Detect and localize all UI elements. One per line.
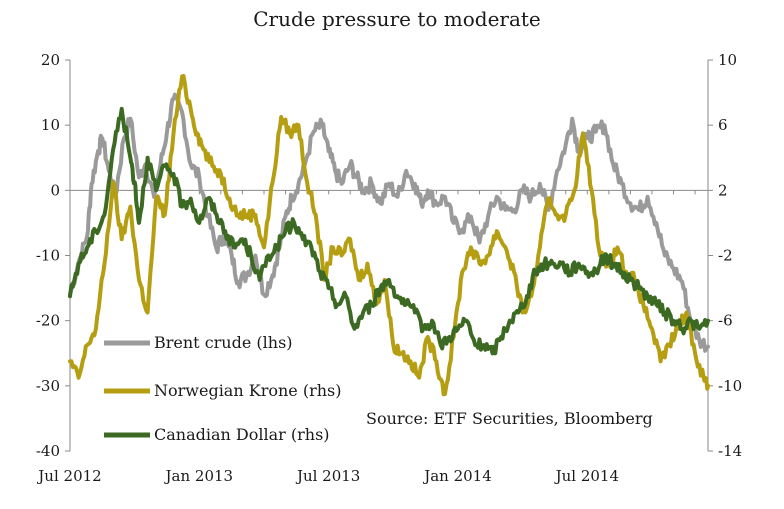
axes: 20 10 0 -10 -20 -30 -40 10 6 2 -2 -6 -10 -14 Jul 2012 J… bbox=[36, 51, 742, 485]
legend-label: Norwegian Krone (rhs) bbox=[154, 381, 341, 400]
x-tick-label: Jan 2013 bbox=[164, 467, 234, 485]
y-right-tick-label: 2 bbox=[718, 181, 728, 199]
x-tick-label: Jul 2014 bbox=[554, 467, 619, 485]
series-line-cad bbox=[68, 106, 710, 356]
chart-title: Crude pressure to moderate bbox=[253, 7, 541, 31]
y-right-tick-label: -2 bbox=[718, 247, 733, 265]
y-left-tick-label: -40 bbox=[36, 442, 60, 460]
x-tick-label: Jan 2014 bbox=[422, 467, 492, 485]
y-right-tick-label: -6 bbox=[718, 312, 733, 330]
y-left-tick-label: 10 bbox=[41, 116, 60, 134]
legend-label: Canadian Dollar (rhs) bbox=[154, 425, 330, 444]
source-note: Source: ETF Securities, Bloomberg bbox=[366, 409, 653, 428]
y-right-tick-label: 10 bbox=[718, 51, 737, 69]
y-left-tick-label: 0 bbox=[50, 181, 60, 199]
x-tick-label: Jul 2012 bbox=[36, 467, 101, 485]
y-right-tick-label: -14 bbox=[718, 442, 742, 460]
legend-label: Brent crude (lhs) bbox=[154, 333, 293, 352]
x-tick-label: Jul 2013 bbox=[295, 467, 360, 485]
y-left-tick-label: -20 bbox=[36, 312, 60, 330]
y-right-tick-label: 6 bbox=[718, 116, 728, 134]
y-left-tick-label: 20 bbox=[41, 51, 60, 69]
y-left-tick-label: -30 bbox=[36, 377, 60, 395]
y-left-tick-label: -10 bbox=[36, 247, 60, 265]
y-right-tick-label: -10 bbox=[718, 377, 742, 395]
series-layer bbox=[68, 74, 710, 397]
series-line-brent bbox=[68, 92, 710, 353]
legend: Brent crude (lhs) Norwegian Krone (rhs) Ca… bbox=[104, 333, 341, 444]
